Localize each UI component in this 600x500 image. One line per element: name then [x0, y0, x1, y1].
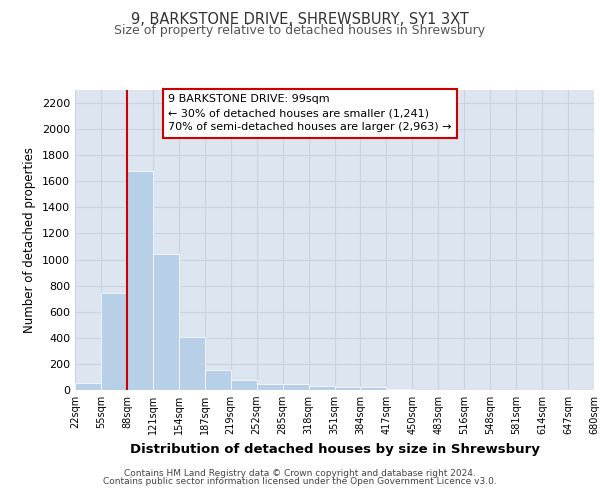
Text: Contains public sector information licensed under the Open Government Licence v3: Contains public sector information licen… — [103, 477, 497, 486]
Bar — [101, 294, 127, 390]
Bar — [283, 384, 308, 390]
Bar — [361, 388, 386, 390]
Bar — [153, 254, 179, 390]
Bar — [75, 384, 101, 390]
Bar — [335, 386, 361, 390]
Bar — [205, 370, 230, 390]
X-axis label: Distribution of detached houses by size in Shrewsbury: Distribution of detached houses by size … — [130, 442, 539, 456]
Text: Contains HM Land Registry data © Crown copyright and database right 2024.: Contains HM Land Registry data © Crown c… — [124, 468, 476, 477]
Bar — [127, 171, 153, 390]
Bar — [308, 386, 335, 390]
Text: 9, BARKSTONE DRIVE, SHREWSBURY, SY1 3XT: 9, BARKSTONE DRIVE, SHREWSBURY, SY1 3XT — [131, 12, 469, 28]
Bar — [257, 384, 283, 390]
Bar — [231, 380, 257, 390]
Bar — [179, 336, 205, 390]
Y-axis label: Number of detached properties: Number of detached properties — [23, 147, 37, 333]
Text: 9 BARKSTONE DRIVE: 99sqm
← 30% of detached houses are smaller (1,241)
70% of sem: 9 BARKSTONE DRIVE: 99sqm ← 30% of detach… — [169, 94, 452, 132]
Text: Size of property relative to detached houses in Shrewsbury: Size of property relative to detached ho… — [115, 24, 485, 37]
